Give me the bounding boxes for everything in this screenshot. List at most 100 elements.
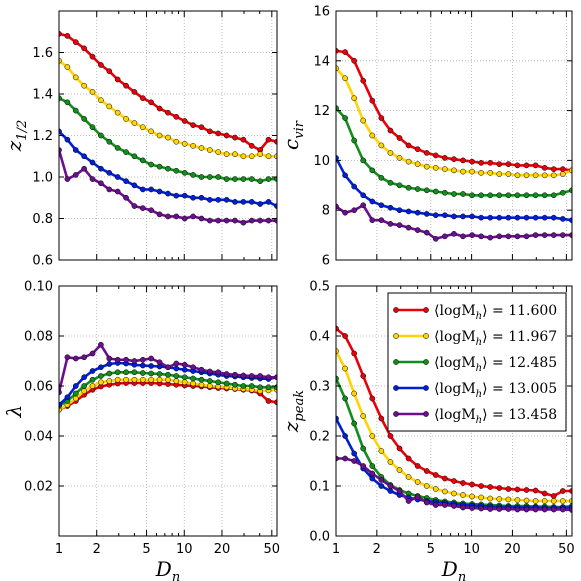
series-5-point [523,506,530,513]
series-5-point [265,217,272,224]
series-5-point [165,364,171,371]
series-5-point [336,455,339,462]
series-5-point [478,233,485,240]
series-4-point [98,364,104,371]
series-group [59,341,277,413]
series-2-point [89,383,96,389]
series-5-point [72,355,79,362]
series-5-point [469,232,475,238]
y-tick-label: 0.06 [24,380,53,395]
series-1-point [559,488,566,494]
y-axis-label: cvir [279,120,307,150]
series-1-point [469,481,475,488]
series-5-point [451,231,457,237]
axes-frame [335,10,573,261]
series-2-point [342,75,348,82]
series-3-point [469,192,475,199]
series-4-point [139,362,146,369]
series-5-point [148,207,154,214]
series-1-point [532,487,539,494]
series-1-point [532,162,539,169]
series-3-point [215,174,222,180]
series-5-point [423,229,430,236]
series-4-point [72,147,79,153]
series-5-point [487,234,494,241]
series-3-point [460,191,466,197]
series-1-point [342,333,348,339]
series-5-point [240,219,247,226]
series-1-point [181,118,188,124]
series-2-point [206,147,213,153]
y-tick-label: 16 [313,5,330,20]
series-3-point [496,192,503,199]
series-2-point [248,153,255,160]
series-4-point [336,155,339,161]
series-5-point [442,233,448,240]
legend-entry-label: ⟨logMh⟩ = 11.600 [434,303,557,322]
x-tick-label: 1 [332,542,340,557]
series-3-point [165,165,171,172]
series-5-point [165,213,171,220]
series-4-point [198,194,205,201]
series-5-point [505,506,512,512]
series-5-point [72,172,79,178]
series-3-point [423,187,430,194]
y-tick-label: 12 [313,104,330,119]
series-5-point [514,233,521,240]
legend-marker [423,333,429,339]
series-4-point [432,212,439,219]
series-2-point [360,117,367,124]
series-5-point [396,222,403,228]
series-5-point [414,227,421,233]
series-1-point [360,373,367,379]
series-5-point [496,233,503,240]
series-5-point [64,354,71,361]
series-4-point [369,475,376,482]
series-1-point [378,415,385,422]
series-2-point [396,467,403,473]
series-3-point [369,463,376,469]
series-4-point [190,194,196,201]
series-2-point [496,496,503,502]
series-5-point [351,207,358,214]
series-5-point [173,360,180,367]
series-3-point [248,383,255,389]
series-1-point [414,146,421,153]
series-4-point [265,199,272,205]
series-2-point [369,433,376,439]
series-3-point [257,384,263,391]
y-tick-label: 0.08 [24,330,53,345]
series-5-point [198,366,205,373]
series-5-point [181,361,188,368]
x-axis-label-main: D [441,557,458,581]
x-tick-label: 5 [427,542,435,557]
series-5-point [89,176,96,182]
series-2-point [432,165,439,171]
series-4-point [351,183,358,190]
series-4-point [139,186,146,193]
x-axis-label: Dn [441,557,466,581]
series-3-point [378,174,385,181]
series-3-point [223,380,230,387]
series-2-point [215,149,222,155]
series-3-point [223,176,230,182]
series-1-point [405,142,412,149]
series-1-point [496,485,503,491]
series-4-point [181,192,188,199]
y-axis-label-main: z [2,140,26,152]
series-1-point [442,155,448,161]
series-5-point [156,359,163,366]
series-3-point [139,370,146,376]
series-1-point [405,455,412,462]
y-axis-label-main: c [279,139,303,150]
legend-marker [393,307,399,313]
series-2-point [342,365,348,372]
legend-entry-label: ⟨logMh⟩ = 13.458 [434,407,557,426]
series-4-point [550,214,557,221]
series-4-point [248,199,255,205]
y-axis-label-main: λ [2,405,26,419]
series-4-point [257,201,263,207]
series-1-point [432,152,439,159]
series-5-point [505,233,512,240]
series-1-point [369,97,376,104]
